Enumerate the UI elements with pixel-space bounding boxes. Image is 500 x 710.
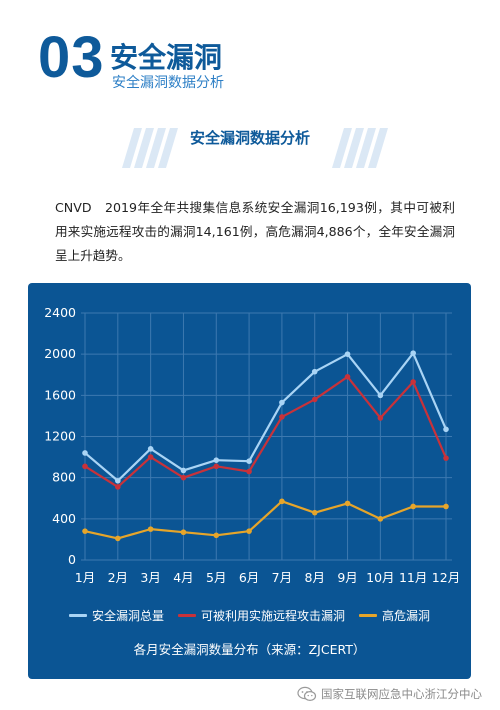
x-tick-label: 5月 [206,570,226,585]
chart-legend: 安全漏洞总量 可被利用实施远程攻击漏洞 高危漏洞 [28,607,471,624]
series-3-point [443,503,449,510]
series-1-point [279,399,285,406]
chart-panel: 0 400 800 1200 1600 2000 2400 1月 2月 3月 4月 5月 6月 7月 8月 9… [28,283,471,679]
x-tick-label: 4月 [173,570,193,585]
series-3-point [410,503,416,510]
series-1-point [213,457,220,463]
y-tick-label: 2400 [44,305,76,320]
line-chart: 0 400 800 1200 1600 2000 2400 1月 2月 3月 4月 5月 6月 7月 8月 9… [44,305,460,585]
legend-label-remote: 可被利用实施远程攻击漏洞 [200,609,345,623]
chart-caption: 各月安全漏洞数量分布（来源：ZJCERT） [133,642,366,657]
x-tick-label: 6月 [239,570,259,585]
section-title: 安全漏洞 [110,41,223,74]
legend-swatch-high [359,614,377,617]
x-tick-label: 3月 [140,570,160,585]
series-2-point [213,463,220,470]
series-3-point [213,532,220,539]
legend-label-high: 高危漏洞 [382,609,431,623]
series-2-point [311,396,318,403]
series-2-point [115,484,121,490]
series-line-3 [84,500,446,540]
x-tick-label: 8月 [305,570,325,585]
y-tick-label: 2000 [44,346,76,361]
series-2-point [410,379,416,385]
series-3-point [311,509,318,516]
series-1-point [311,368,318,375]
section-number: 03 [38,25,105,90]
series-2-point [344,374,351,380]
series-line-1 [84,352,448,482]
y-tick-label: 800 [52,470,76,485]
x-tick-label: 9月 [337,570,357,585]
left-stripes-decoration [122,128,178,168]
wechat-icon [297,686,317,702]
x-tick-label: 12月 [432,570,460,585]
series-3-point [246,528,252,534]
x-tick-label: 11月 [399,570,427,585]
series-3-point [115,535,121,542]
legend-item-high: 高危漏洞 [359,607,430,624]
x-tick-label: 1月 [75,570,95,585]
series-1-point [410,350,416,356]
series-3-point [344,500,351,507]
x-tick-label: 2月 [108,570,128,585]
series-1-point [377,392,384,399]
y-tick-label: 400 [52,511,76,526]
series-2-point [246,468,252,475]
series-3-point [82,528,88,534]
footer-text: 国家互联网应急中心浙江分中心 [321,687,482,701]
series-line-2 [84,375,448,489]
series-3-point [147,526,154,532]
y-tick-label: 1600 [44,387,76,402]
legend-swatch-remote [177,614,196,617]
series-3-point [377,516,384,522]
series-2-point [180,474,187,481]
series-2-point [82,463,88,470]
x-tick-label: 7月 [272,570,292,585]
series-3-point [180,529,187,536]
series-2-point [377,415,384,421]
series-2-point [443,455,449,461]
legend-item-total: 安全漏洞总量 [68,607,164,624]
series-1-point [147,446,154,452]
footer-source: 国家互联网应急中心浙江分中心 [297,686,482,702]
y-tick-label: 1200 [44,429,76,444]
series-2-point [147,454,154,460]
series-1-point [443,426,449,433]
series-1-point [246,458,252,464]
legend-swatch-total [68,614,87,617]
legend-label-total: 安全漏洞总量 [91,609,164,623]
series-1-point [344,351,351,357]
series-1-point [180,467,187,474]
series-1-point [115,477,121,484]
series-1-point [82,450,88,456]
series-3-point [279,498,285,505]
series-2-point [279,414,285,420]
subsection-title: 安全漏洞数据分析 [189,129,310,147]
x-tick-label: 10月 [366,570,394,585]
section-subtitle: 安全漏洞数据分析 [112,75,224,91]
intro-paragraph: CNVD 2019年全年共搜集信息系统安全漏洞16,193例，其中可被利用来实施… [55,200,455,263]
legend-item-remote: 可被利用实施远程攻击漏洞 [177,607,345,624]
y-tick-label: 0 [68,552,76,567]
right-stripes-decoration [332,128,388,168]
